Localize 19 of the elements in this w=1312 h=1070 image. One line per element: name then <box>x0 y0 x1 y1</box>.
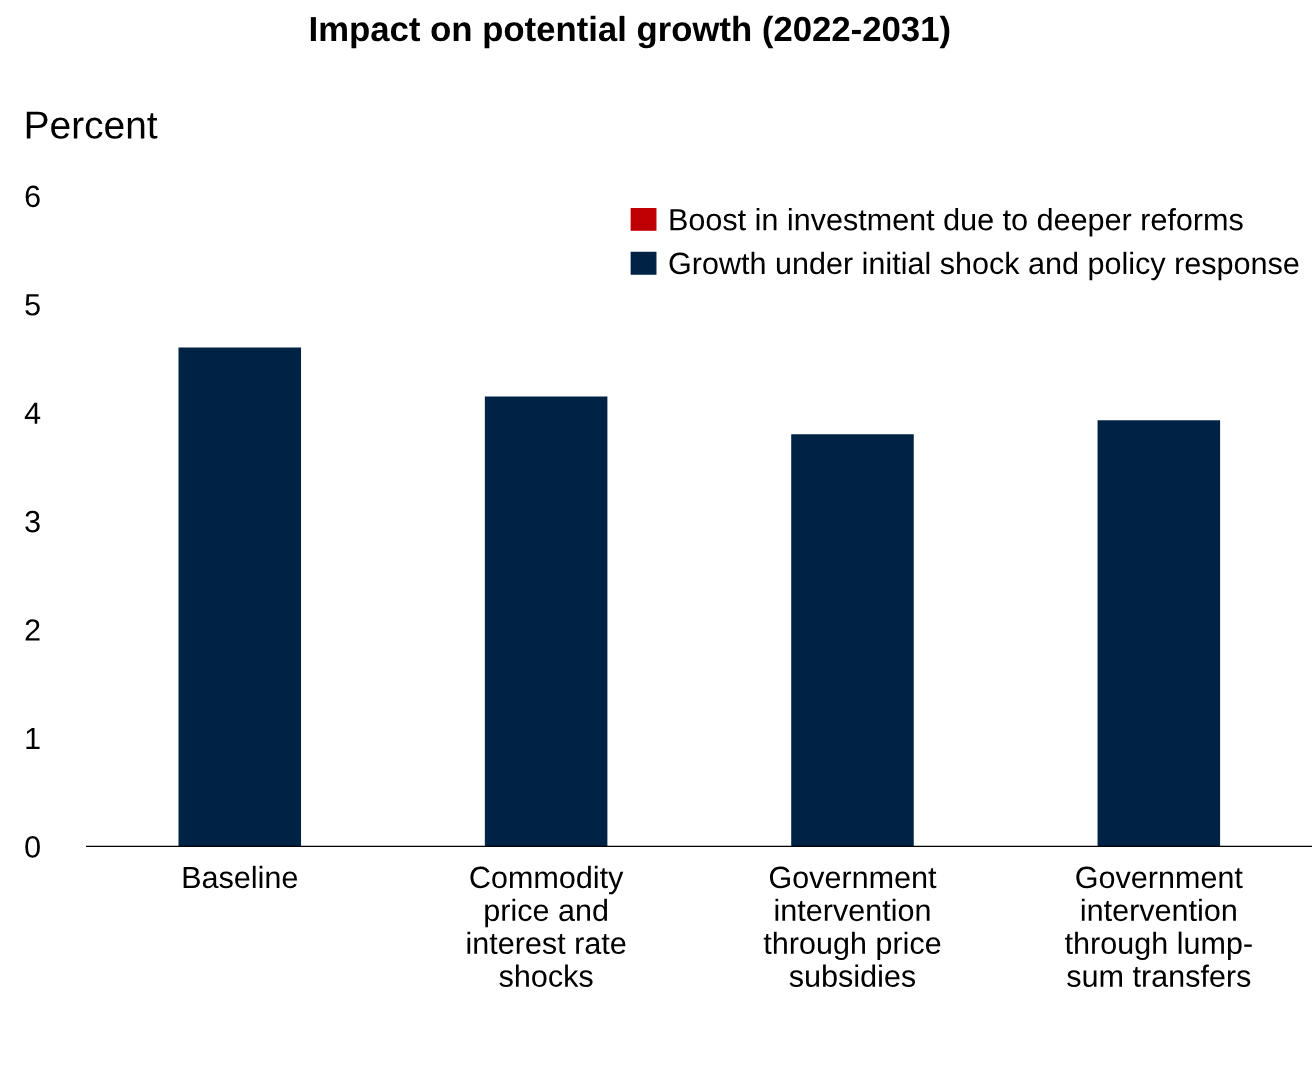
x-tick-label: Commodity price and interest rate shocks <box>467 865 626 987</box>
bar <box>178 347 302 847</box>
x-tick-label: Government intervention through lump- sum transfers <box>1065 866 1252 987</box>
y-tick-label: 5 <box>25 294 40 316</box>
y-tick-label: 3 <box>25 510 40 533</box>
y-axis-title: Percent <box>26 111 158 139</box>
y-tick-label: 6 <box>25 185 40 208</box>
bar <box>1097 420 1221 847</box>
x-tick-label: Baseline <box>183 865 298 889</box>
legend-label: Growth under initial shock and policy response <box>669 251 1299 281</box>
legend-label: Boost in investment due to deeper reforms <box>670 208 1243 237</box>
y-tick-label: 0 <box>25 836 40 858</box>
y-tick-label: 4 <box>24 402 41 424</box>
y-tick-label: 1 <box>26 727 40 750</box>
chart-title: Impact on potential growth (2022-2031) <box>310 15 950 49</box>
bar <box>791 434 914 847</box>
y-tick-label: 2 <box>25 619 40 641</box>
bar <box>484 396 608 847</box>
x-tick-label: Government intervention through price subsidies <box>763 866 941 987</box>
